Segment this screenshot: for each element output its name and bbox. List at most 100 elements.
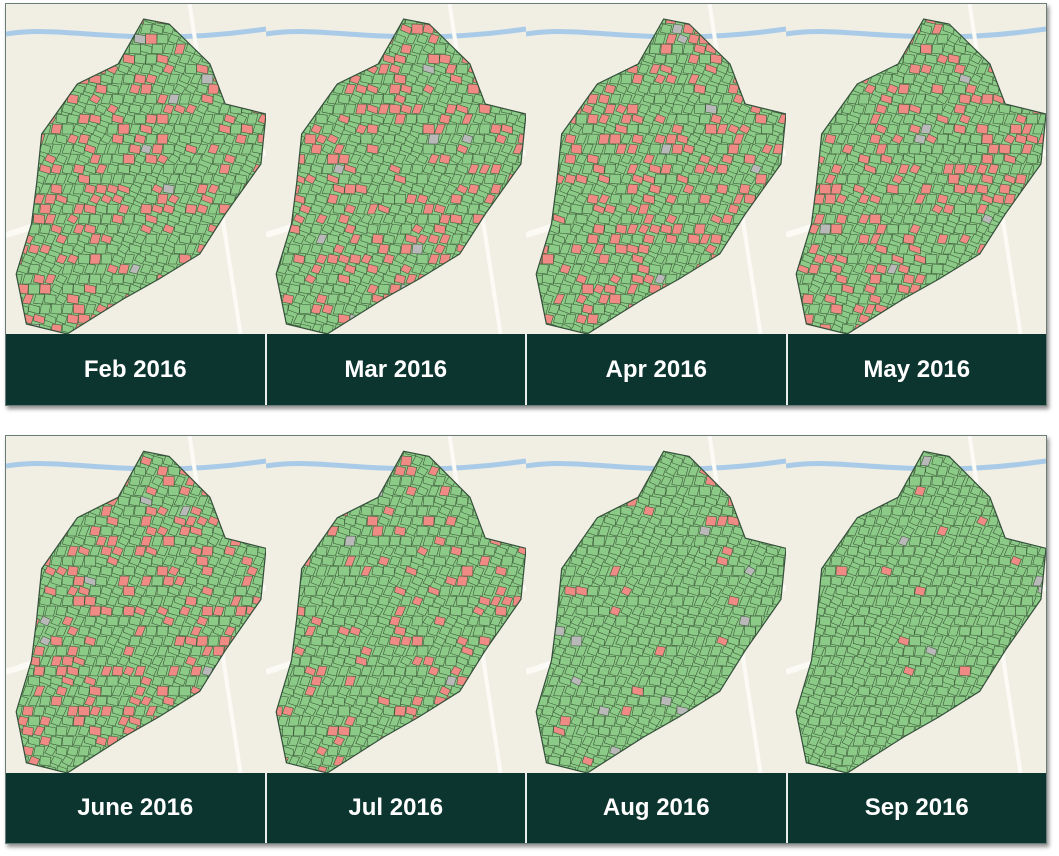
district — [55, 193, 68, 205]
district — [315, 233, 328, 245]
district — [21, 685, 34, 697]
district — [609, 93, 622, 105]
district — [637, 263, 650, 275]
district — [140, 515, 153, 527]
district — [897, 103, 910, 115]
district — [456, 123, 469, 135]
district — [909, 263, 921, 275]
district — [321, 755, 334, 767]
district — [129, 243, 141, 255]
district — [564, 133, 577, 145]
district — [100, 293, 113, 305]
district — [173, 495, 186, 507]
district — [61, 163, 74, 175]
district — [382, 705, 395, 717]
district — [140, 675, 153, 687]
district — [304, 725, 317, 737]
district — [304, 605, 317, 617]
district — [382, 233, 395, 245]
district — [902, 233, 915, 245]
district — [501, 595, 514, 607]
district — [721, 133, 734, 145]
district — [382, 173, 395, 185]
district — [326, 293, 339, 305]
district — [304, 133, 317, 145]
district — [609, 273, 622, 285]
district — [229, 183, 242, 195]
district — [456, 515, 469, 527]
district — [66, 93, 79, 105]
district — [84, 595, 97, 607]
district — [609, 193, 622, 205]
district — [405, 585, 418, 597]
district — [864, 283, 877, 295]
district — [445, 243, 458, 255]
district — [100, 233, 113, 245]
district — [416, 173, 429, 185]
district — [660, 203, 673, 215]
district — [852, 303, 865, 315]
district — [981, 113, 994, 125]
district — [732, 153, 745, 165]
district — [201, 93, 214, 105]
district — [858, 93, 870, 105]
district — [615, 283, 628, 295]
district — [382, 545, 395, 557]
district — [72, 183, 85, 195]
district — [61, 595, 74, 607]
district — [445, 655, 457, 667]
district — [173, 635, 186, 647]
district — [472, 545, 485, 557]
district — [405, 565, 418, 577]
district — [349, 213, 362, 225]
district — [55, 585, 68, 597]
district — [355, 223, 368, 235]
district — [478, 635, 491, 647]
district — [830, 263, 843, 275]
district — [315, 273, 328, 285]
district — [212, 585, 225, 597]
district — [495, 565, 507, 577]
district — [461, 565, 474, 577]
district — [66, 213, 79, 225]
district — [167, 545, 180, 557]
district — [654, 113, 667, 125]
district — [648, 63, 662, 75]
district — [95, 695, 108, 707]
district — [909, 243, 921, 255]
district — [506, 133, 519, 145]
district — [106, 555, 119, 567]
district — [400, 535, 413, 547]
district — [190, 93, 203, 105]
district — [321, 635, 334, 647]
district — [293, 233, 306, 245]
district — [456, 575, 469, 587]
district — [564, 313, 577, 325]
district — [682, 123, 695, 135]
district — [987, 123, 1000, 135]
district — [173, 143, 186, 155]
district — [360, 233, 373, 245]
district — [100, 645, 113, 657]
district — [321, 695, 334, 707]
district — [338, 293, 350, 305]
district — [207, 203, 220, 215]
district — [976, 123, 989, 135]
district — [445, 515, 458, 527]
district — [478, 103, 491, 115]
district — [304, 705, 317, 717]
district — [95, 515, 108, 527]
district — [72, 715, 85, 727]
district — [936, 73, 949, 85]
district — [100, 173, 113, 185]
district — [958, 113, 971, 125]
district — [44, 605, 57, 617]
district — [360, 545, 373, 557]
district — [422, 575, 435, 587]
district — [310, 715, 323, 727]
district — [156, 173, 169, 185]
district — [841, 203, 854, 215]
district — [106, 635, 119, 647]
district — [416, 113, 429, 125]
river — [6, 458, 266, 472]
